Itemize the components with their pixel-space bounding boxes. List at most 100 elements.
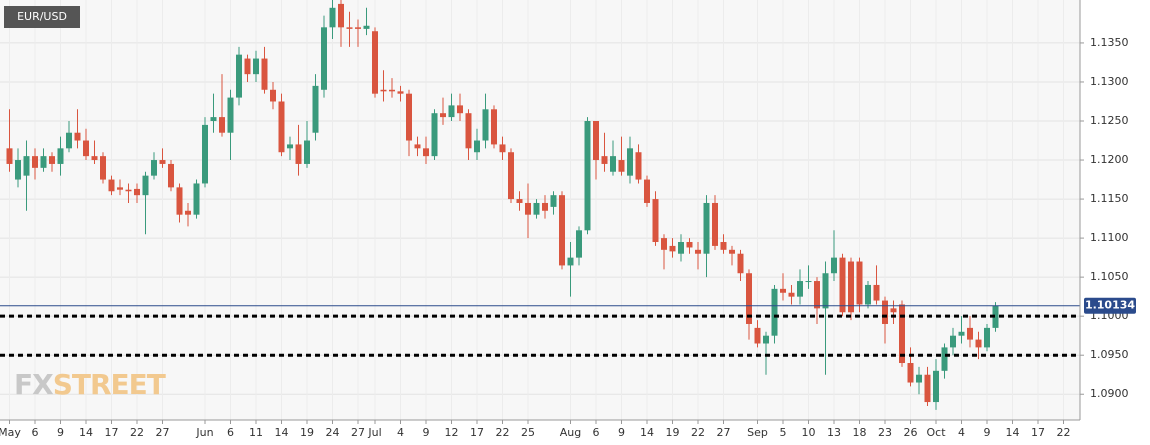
x-tick-label: 17 <box>105 426 119 439</box>
candle-body <box>899 304 905 364</box>
candle-body <box>822 273 829 309</box>
candle-body <box>644 179 650 203</box>
candle-body <box>329 7 336 28</box>
candle-body <box>176 187 183 215</box>
candle-body <box>601 156 608 164</box>
candles <box>6 0 999 410</box>
candle-body <box>499 144 506 153</box>
x-tick-label: 14 <box>1006 426 1020 439</box>
candle-body <box>414 144 421 149</box>
candle-body <box>967 327 973 340</box>
candle-body <box>533 202 540 215</box>
candle-body <box>287 144 293 149</box>
x-tick-label: Sep <box>747 426 768 439</box>
x-tick-label: 27 <box>156 426 170 439</box>
x-tick-label: 19 <box>300 426 314 439</box>
candle-body <box>142 175 149 196</box>
candle-body <box>746 273 752 324</box>
x-tick-label: 27 <box>717 426 731 439</box>
candle-body <box>431 113 438 157</box>
candle-body <box>780 288 786 293</box>
candle-body <box>737 253 744 274</box>
candle-body <box>261 58 268 90</box>
y-tick-label: 1.1350 <box>1090 36 1129 49</box>
x-tick-label: 27 <box>351 426 365 439</box>
x-tick-label: Aug <box>560 426 581 439</box>
candle-body <box>576 230 582 258</box>
y-tick-label: 1.1250 <box>1090 114 1129 127</box>
y-tick-label: 1.1050 <box>1090 270 1129 283</box>
candle-body <box>346 27 353 29</box>
candle-body <box>831 257 837 274</box>
candle-body <box>338 3 344 28</box>
candle-body <box>508 152 514 200</box>
x-tick-label: 14 <box>275 426 289 439</box>
last-price-box <box>1084 297 1136 314</box>
candle-body <box>372 31 378 94</box>
x-tick-label: 9 <box>618 426 625 439</box>
watermark-part: FX <box>14 368 54 401</box>
candle-body <box>559 195 565 266</box>
y-tick-label: 1.1200 <box>1090 153 1129 166</box>
candle-body <box>941 347 948 371</box>
candle-body <box>159 160 166 164</box>
candle-body <box>134 188 140 196</box>
candle-body <box>984 327 990 348</box>
x-tick-label: 14 <box>79 426 93 439</box>
candle-body <box>40 156 47 168</box>
candle-body <box>457 105 463 114</box>
candle-body <box>678 242 684 254</box>
watermark: FXSTREET <box>14 368 166 401</box>
candle-body <box>542 202 548 211</box>
candle-body <box>856 261 863 305</box>
x-tick-label: Oct <box>926 426 946 439</box>
candle-body <box>686 242 693 248</box>
candle-body <box>244 58 251 75</box>
candle-body <box>525 202 531 215</box>
candle-body <box>771 288 778 336</box>
x-tick-label: 12 <box>445 426 459 439</box>
candle-body <box>253 58 259 75</box>
candle-body <box>703 202 710 254</box>
candle-body <box>355 27 361 29</box>
last-price-label: 1.10134 <box>1085 299 1135 312</box>
watermark-part: STREET <box>53 368 166 401</box>
candle-body <box>100 156 106 180</box>
candle-body <box>151 160 157 176</box>
x-tick-label: 22 <box>496 426 510 439</box>
candle-body <box>193 183 200 215</box>
candle-body <box>108 179 115 192</box>
candle-body <box>975 339 982 348</box>
candle-body <box>448 105 455 118</box>
x-tick-label: 6 <box>32 426 39 439</box>
candle-body <box>933 370 939 403</box>
x-tick-label: 13 <box>827 426 841 439</box>
candle-body <box>729 249 735 254</box>
candle-body <box>916 374 922 383</box>
candle-body <box>406 93 412 141</box>
x-tick-label: 9 <box>984 426 991 439</box>
candle-body <box>584 121 591 231</box>
x-tick-label: 22 <box>130 426 144 439</box>
candle-body <box>669 245 676 252</box>
x-tick-label: 4 <box>958 426 965 439</box>
y-tick-label: 1.0950 <box>1090 348 1129 361</box>
candle-body <box>57 148 64 164</box>
candle-body <box>848 261 854 313</box>
candle-body <box>712 202 718 246</box>
y-tick-label: 1.1150 <box>1090 192 1129 205</box>
candle-body <box>227 97 234 133</box>
candle-body <box>440 113 446 118</box>
y-tick-label: 1.1100 <box>1090 231 1129 244</box>
candle-body <box>516 199 523 203</box>
x-tick-label: 25 <box>521 426 535 439</box>
candle-body <box>992 305 999 328</box>
candle-body <box>873 284 880 301</box>
candle-body <box>805 281 812 283</box>
x-tick-label: 9 <box>423 426 430 439</box>
candle-body <box>397 91 404 94</box>
x-tick-label: 11 <box>249 426 263 439</box>
candle-body <box>763 335 769 344</box>
x-tick-label: 6 <box>227 426 234 439</box>
x-tick-label: 17 <box>1031 426 1045 439</box>
